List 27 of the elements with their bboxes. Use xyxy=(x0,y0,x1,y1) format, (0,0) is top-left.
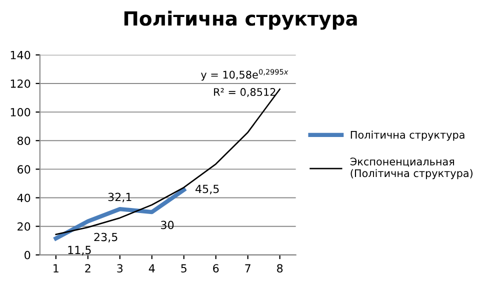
x-tick-label: 5 xyxy=(181,264,186,273)
data-label: 30 xyxy=(161,220,174,230)
x-tick-label: 4 xyxy=(148,264,155,272)
x-tick-label: 7 xyxy=(245,264,250,272)
y-tick-label: 80 xyxy=(18,136,30,145)
y-tick-label: 120 xyxy=(10,79,30,88)
data-label: 11,5 xyxy=(68,246,91,256)
chart-title: Політична структура xyxy=(124,10,357,30)
line-series xyxy=(54,188,186,241)
x-tick-label: 1 xyxy=(54,264,58,272)
y-tick-label: 60 xyxy=(18,165,30,174)
x-tick-label: 8 xyxy=(277,264,283,273)
y-tick-label: 0 xyxy=(24,250,30,260)
y-tick-label: 20 xyxy=(18,222,30,231)
y-tick-label: 40 xyxy=(17,194,30,202)
legend-label: Экспоненциальная (Політична структура) xyxy=(350,158,472,180)
x-tick-label: 2 xyxy=(85,264,90,272)
x-tick-label: 3 xyxy=(117,264,123,273)
data-label: 32,1 xyxy=(108,192,132,202)
y-tick-label: 100 xyxy=(10,108,30,116)
x-tick-label: 6 xyxy=(213,264,219,273)
annotation: y = 10,58e$^{0,2995x}$ xyxy=(200,69,288,81)
data-label: 45,5 xyxy=(196,184,219,194)
y-tick-label: 140 xyxy=(10,50,30,60)
legend-label: Політична структура xyxy=(350,130,464,141)
data-label: 23,5 xyxy=(94,232,118,242)
annotation: R² = 0,8512 xyxy=(214,88,276,97)
